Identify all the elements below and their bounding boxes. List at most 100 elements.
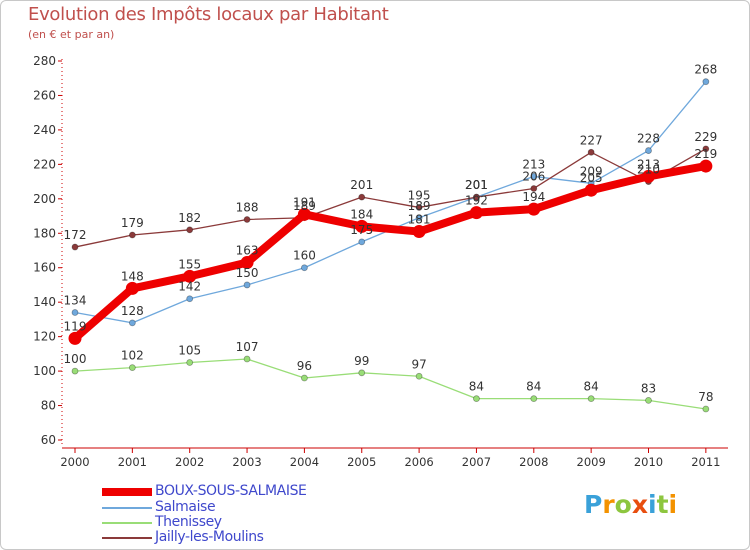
data-label-boux-sous-salmaise: 191 <box>293 195 316 209</box>
data-label-salmaise: 228 <box>637 132 660 146</box>
data-point-boux-sous-salmaise <box>240 256 254 270</box>
x-tick-label: 2007 <box>462 455 491 469</box>
data-point-salmaise <box>71 309 79 316</box>
logo-letter: o <box>614 490 632 519</box>
x-tick-label: 2005 <box>347 455 376 469</box>
data-label-salmaise: 201 <box>465 178 488 192</box>
data-point-boux-sous-salmaise <box>412 225 426 239</box>
legend-label-jailly-les-moulins: Jailly-les-Moulins <box>155 529 264 545</box>
data-point-thenissey <box>243 355 251 363</box>
data-point-boux-sous-salmaise <box>183 269 197 283</box>
data-point-boux-sous-salmaise <box>527 202 541 216</box>
x-tick-label: 2002 <box>175 455 204 469</box>
data-point-thenissey <box>186 359 194 366</box>
y-tick-label: 280 <box>33 54 56 68</box>
series-line-thenissey <box>74 358 707 410</box>
data-label-thenissey: 83 <box>641 381 656 395</box>
data-label-salmaise: 175 <box>350 223 373 237</box>
legend-item-jailly-les-moulins: Jailly-les-Moulins <box>102 529 362 546</box>
chart-subtitle: (en € et par an) <box>28 28 115 41</box>
series-line-boux-sous-salmaise <box>71 162 710 343</box>
data-label-salmaise: 150 <box>236 266 259 280</box>
data-label-jailly-les-moulins: 201 <box>465 178 488 192</box>
data-label-boux-sous-salmaise: 119 <box>64 319 87 333</box>
x-tick-label: 2008 <box>519 455 548 469</box>
data-label-jailly-les-moulins: 188 <box>236 200 259 214</box>
data-point-boux-sous-salmaise <box>584 183 598 197</box>
data-point-jailly-les-moulins <box>186 226 194 234</box>
data-label-salmaise: 128 <box>121 304 144 318</box>
legend-swatch-jailly-les-moulins <box>102 537 152 539</box>
chart-data-labels: 134 128 142 150 160 175 189 201 213 209 228 268 100 1… <box>64 63 718 404</box>
logo-letter: x <box>631 490 648 519</box>
data-point-thenissey <box>358 369 366 377</box>
data-label-salmaise: 213 <box>522 157 545 171</box>
logo-letter: i <box>648 490 657 519</box>
data-label-thenissey: 78 <box>698 390 713 404</box>
data-point-boux-sous-salmaise <box>355 219 369 233</box>
y-tick-label: 200 <box>33 192 56 206</box>
data-label-thenissey: 84 <box>469 380 484 394</box>
data-point-salmaise <box>415 214 423 222</box>
x-tick-label: 2001 <box>118 455 147 469</box>
data-point-boux-sous-salmaise <box>699 159 713 173</box>
data-label-thenissey: 102 <box>121 349 144 363</box>
data-label-salmaise: 160 <box>293 249 316 263</box>
x-tick-label: 2010 <box>634 455 663 469</box>
data-label-jailly-les-moulins: 172 <box>64 228 87 242</box>
data-label-jailly-les-moulins: 206 <box>522 169 545 183</box>
data-label-thenissey: 99 <box>354 354 369 368</box>
chart-title: Evolution des Impôts locaux par Habitant <box>28 4 389 25</box>
data-label-thenissey: 97 <box>411 357 426 371</box>
series-line-jailly-les-moulins <box>74 148 707 248</box>
data-label-boux-sous-salmaise: 192 <box>465 194 488 208</box>
data-label-jailly-les-moulins: 227 <box>580 133 603 147</box>
data-point-thenissey <box>473 395 480 403</box>
y-tick-label: 120 <box>33 330 56 344</box>
data-point-boux-sous-salmaise <box>125 281 139 295</box>
data-point-salmaise <box>128 319 136 327</box>
data-point-salmaise <box>702 78 710 86</box>
y-tick-label: 80 <box>41 399 56 413</box>
data-point-boux-sous-salmaise <box>68 331 82 345</box>
data-label-thenissey: 96 <box>297 359 312 373</box>
data-label-jailly-les-moulins: 201 <box>350 178 373 192</box>
data-label-boux-sous-salmaise: 184 <box>350 207 373 221</box>
legend-item-thenissey: Thenissey <box>102 514 362 531</box>
data-point-salmaise <box>530 173 538 180</box>
data-point-thenissey <box>702 405 710 413</box>
logo-letter: P <box>584 490 603 519</box>
x-tick-label: 2006 <box>404 455 433 469</box>
chart-axes: 60 80 100 120 140 160 180 200 220 240 260 280 2000 20… <box>33 54 728 469</box>
data-label-salmaise: 134 <box>64 294 87 308</box>
legend-label-salmaise: Salmaise <box>155 499 216 515</box>
data-point-salmaise <box>645 147 652 154</box>
data-point-jailly-les-moulins <box>128 231 136 239</box>
y-tick-label: 60 <box>41 433 56 447</box>
data-point-jailly-les-moulins <box>415 204 423 211</box>
legend-label-thenissey: Thenissey <box>155 514 222 530</box>
data-label-jailly-les-moulins: 189 <box>293 199 316 213</box>
proxiti-logo: Proxiti <box>584 490 677 519</box>
data-point-thenissey <box>71 367 79 375</box>
data-point-boux-sous-salmaise <box>642 169 655 183</box>
data-label-boux-sous-salmaise: 181 <box>408 213 431 227</box>
data-label-salmaise: 189 <box>408 199 431 213</box>
logo-letter: i <box>668 490 678 519</box>
data-label-boux-sous-salmaise: 155 <box>178 257 201 271</box>
data-label-boux-sous-salmaise: 163 <box>236 244 259 258</box>
y-tick-label: 240 <box>33 123 56 137</box>
data-label-boux-sous-salmaise: 148 <box>121 269 144 283</box>
data-point-thenissey <box>300 374 308 382</box>
y-tick-label: 220 <box>33 157 56 171</box>
data-label-jailly-les-moulins: 179 <box>121 216 144 230</box>
data-label-salmaise: 142 <box>178 280 201 294</box>
data-label-boux-sous-salmaise: 213 <box>637 157 660 171</box>
x-tick-label: 2004 <box>290 455 319 469</box>
data-point-boux-sous-salmaise <box>297 207 311 221</box>
data-label-boux-sous-salmaise: 194 <box>522 190 545 204</box>
x-tick-label: 2009 <box>577 455 606 469</box>
data-label-thenissey: 107 <box>236 340 259 354</box>
logo-letter: r <box>602 490 615 519</box>
